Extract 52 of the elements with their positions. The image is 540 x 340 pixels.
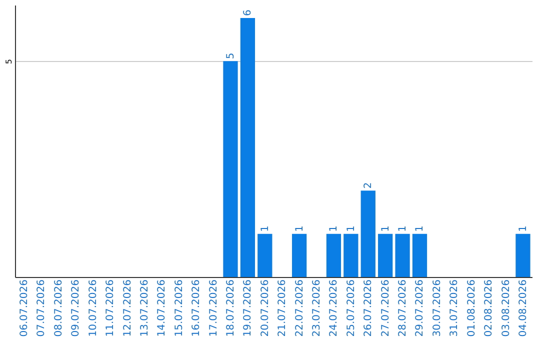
x-tick-label: 18.07.2026: [225, 280, 236, 337]
x-tick-label: 21.07.2026: [277, 280, 288, 337]
x-tick-label: 15.07.2026: [174, 280, 185, 337]
bar: [378, 234, 393, 277]
x-tick-label: 28.07.2026: [398, 280, 409, 337]
data-label: 1: [398, 225, 409, 232]
x-tick-label: 06.07.2026: [19, 280, 30, 337]
x-tick-label: 13.07.2026: [139, 280, 150, 337]
data-label: 5: [225, 52, 236, 60]
x-tick-label: 30.07.2026: [432, 280, 443, 337]
bar: [412, 234, 428, 277]
x-tick-label: 20.07.2026: [260, 280, 271, 337]
data-label: 1: [294, 225, 306, 232]
x-tick-label: 02.08.2026: [484, 280, 495, 337]
data-label: 1: [380, 225, 392, 232]
x-tick-label: 11.07.2026: [105, 280, 116, 337]
data-label: 1: [346, 225, 357, 232]
x-tick-label: 08.07.2026: [53, 280, 64, 337]
x-tick-label: 12.07.2026: [122, 280, 134, 337]
bar: [360, 190, 376, 277]
x-tick-label: 09.07.2026: [70, 280, 82, 337]
data-label: 1: [518, 225, 529, 232]
x-tick-label: 27.07.2026: [380, 280, 392, 337]
x-tick-label: 03.08.2026: [500, 280, 512, 337]
x-tick-label: 25.07.2026: [346, 280, 357, 337]
x-tick-label: 01.08.2026: [466, 280, 478, 337]
bar: [258, 234, 272, 277]
bar: [326, 234, 342, 277]
data-label: 2: [363, 182, 374, 189]
x-tick-label: 14.07.2026: [156, 280, 168, 337]
bar: [292, 234, 307, 277]
x-tick-label: 31.07.2026: [449, 280, 460, 337]
data-label: 1: [414, 225, 426, 232]
x-tick-label: 07.07.2026: [36, 280, 48, 337]
x-tick-label: 26.07.2026: [363, 280, 374, 337]
bar: [516, 234, 530, 277]
data-label: 6: [242, 10, 254, 16]
x-tick-label: 04.08.2026: [518, 280, 529, 337]
bar: [395, 234, 410, 277]
x-tick-label: 19.07.2026: [242, 280, 254, 337]
x-tick-label: 22.07.2026: [294, 280, 306, 337]
x-tick-label: 10.07.2026: [88, 280, 99, 337]
x-tick-label: 29.07.2026: [414, 280, 426, 337]
data-label: 1: [260, 225, 271, 232]
bar: [223, 61, 238, 277]
data-label: 1: [328, 225, 340, 232]
x-tick-label: 24.07.2026: [328, 280, 340, 337]
x-tick-label: 16.07.2026: [191, 280, 202, 337]
bar: [344, 234, 358, 277]
x-tick-label: 17.07.2026: [208, 280, 220, 337]
x-tick-label: 23.07.2026: [312, 280, 323, 337]
bar: [240, 18, 256, 277]
